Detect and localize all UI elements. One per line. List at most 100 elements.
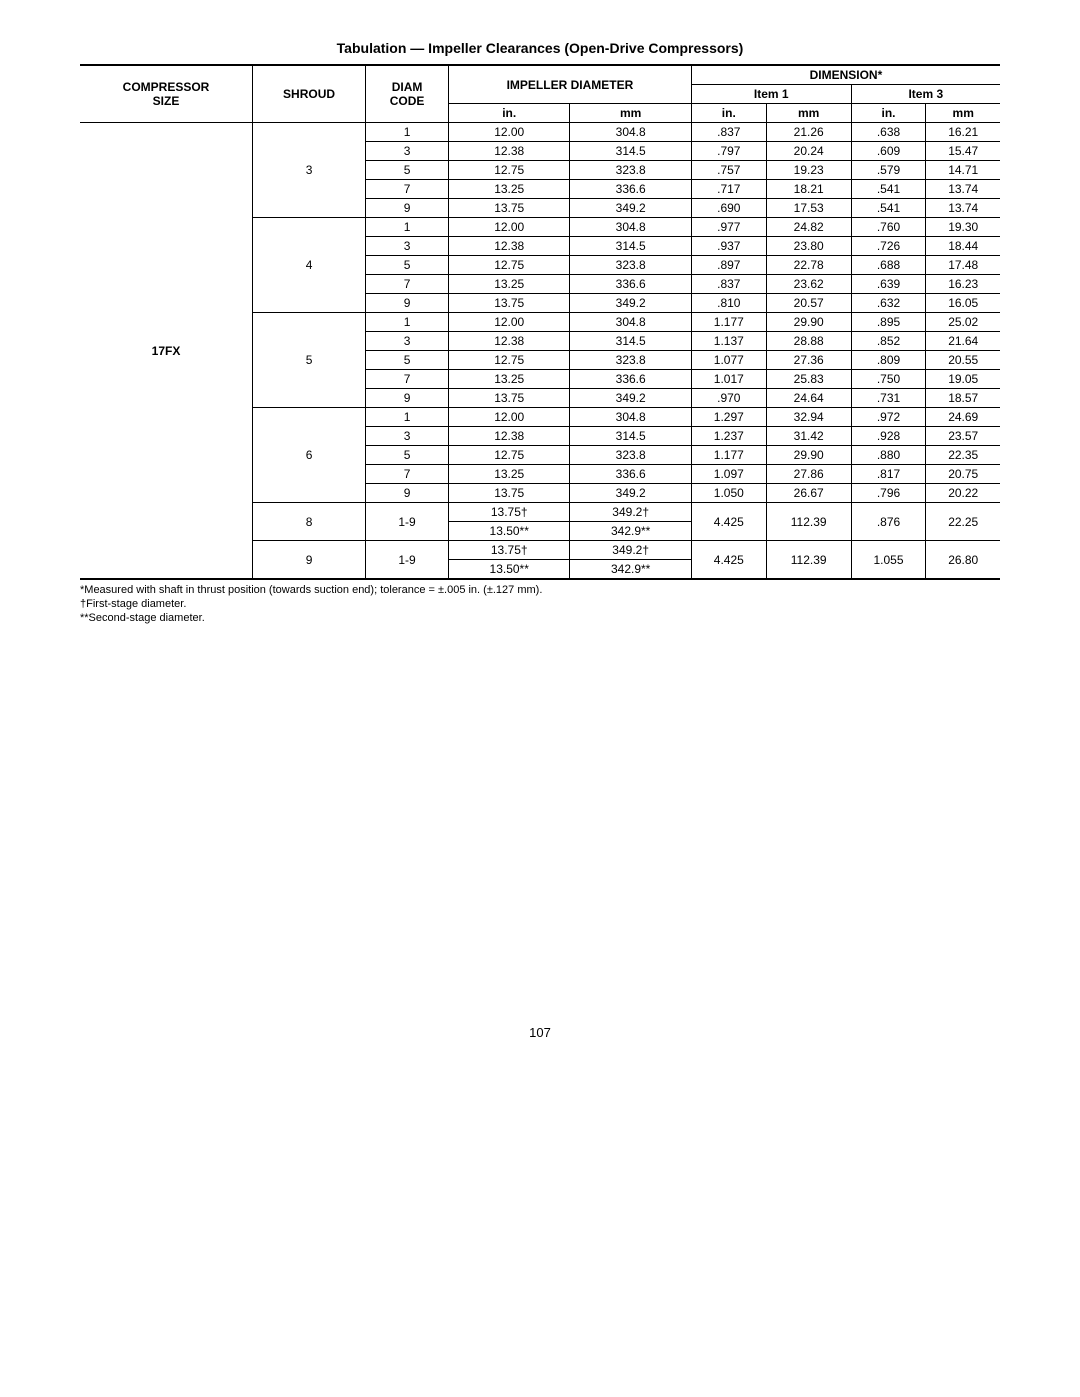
- data-cell: 29.90: [766, 446, 851, 465]
- data-cell: .760: [851, 218, 926, 237]
- data-cell: 314.5: [570, 427, 691, 446]
- col-in: in.: [851, 104, 926, 123]
- data-cell: 12.75: [448, 161, 569, 180]
- data-cell: 25.02: [926, 313, 1000, 332]
- data-cell: 20.57: [766, 294, 851, 313]
- data-cell: 314.5: [570, 332, 691, 351]
- data-cell: 314.5: [570, 142, 691, 161]
- data-cell: 1: [366, 408, 449, 427]
- data-cell: .632: [851, 294, 926, 313]
- col-in: in.: [691, 104, 766, 123]
- data-cell: 13.50**: [448, 560, 569, 580]
- data-cell: .937: [691, 237, 766, 256]
- data-cell: 1.177: [691, 446, 766, 465]
- data-cell: .579: [851, 161, 926, 180]
- data-cell: 22.78: [766, 256, 851, 275]
- data-cell: 3: [366, 237, 449, 256]
- data-cell: 323.8: [570, 256, 691, 275]
- shroud-cell: 6: [253, 408, 366, 503]
- data-cell: 336.6: [570, 370, 691, 389]
- data-cell: 23.57: [926, 427, 1000, 446]
- data-cell: 20.75: [926, 465, 1000, 484]
- data-cell: .797: [691, 142, 766, 161]
- data-cell: 9: [366, 389, 449, 408]
- data-cell: 28.88: [766, 332, 851, 351]
- data-cell: 349.2†: [570, 541, 691, 560]
- shroud-cell: 4: [253, 218, 366, 313]
- data-cell: 13.75†: [448, 541, 569, 560]
- data-cell: 1.055: [851, 541, 926, 580]
- data-cell: 112.39: [766, 541, 851, 580]
- data-cell: .796: [851, 484, 926, 503]
- data-cell: .541: [851, 180, 926, 199]
- data-cell: .750: [851, 370, 926, 389]
- footnote-b: †First-stage diameter.: [80, 598, 1000, 612]
- col-mm: mm: [766, 104, 851, 123]
- data-cell: 16.05: [926, 294, 1000, 313]
- data-cell: .690: [691, 199, 766, 218]
- data-cell: .809: [851, 351, 926, 370]
- data-cell: 4.425: [691, 541, 766, 580]
- data-cell: 17.53: [766, 199, 851, 218]
- data-cell: .876: [851, 503, 926, 541]
- data-cell: 12.00: [448, 408, 569, 427]
- data-cell: 5: [366, 351, 449, 370]
- data-cell: 20.24: [766, 142, 851, 161]
- col-compressor-size: COMPRESSOR SIZE: [80, 65, 253, 123]
- clearance-table: COMPRESSOR SIZE SHROUD DIAM CODE IMPELLE…: [80, 64, 1000, 580]
- data-cell: 7: [366, 180, 449, 199]
- data-cell: 7: [366, 275, 449, 294]
- data-cell: .639: [851, 275, 926, 294]
- data-cell: 323.8: [570, 161, 691, 180]
- data-cell: 9: [366, 294, 449, 313]
- data-cell: 349.2: [570, 484, 691, 503]
- data-cell: 1.017: [691, 370, 766, 389]
- data-cell: 18.21: [766, 180, 851, 199]
- data-cell: 5: [366, 161, 449, 180]
- data-cell: 304.8: [570, 218, 691, 237]
- data-cell: 1: [366, 123, 449, 142]
- col-item3: Item 3: [851, 85, 1000, 104]
- data-cell: 13.75: [448, 389, 569, 408]
- data-cell: 1.097: [691, 465, 766, 484]
- data-cell: .717: [691, 180, 766, 199]
- data-cell: 323.8: [570, 351, 691, 370]
- footnotes: *Measured with shaft in thrust position …: [80, 584, 1000, 625]
- data-cell: 13.75: [448, 294, 569, 313]
- data-cell: 24.69: [926, 408, 1000, 427]
- data-cell: 27.86: [766, 465, 851, 484]
- table-title: Tabulation — Impeller Clearances (Open-D…: [80, 40, 1000, 56]
- data-cell: 349.2: [570, 389, 691, 408]
- data-cell: 5: [366, 256, 449, 275]
- shroud-cell: 3: [253, 123, 366, 218]
- data-cell: 12.00: [448, 123, 569, 142]
- diam-code-cell: 1-9: [366, 503, 449, 541]
- data-cell: .852: [851, 332, 926, 351]
- data-cell: 1.177: [691, 313, 766, 332]
- col-item1: Item 1: [691, 85, 851, 104]
- footnote-c: **Second-stage diameter.: [80, 612, 1000, 626]
- col-impeller-diameter: IMPELLER DIAMETER: [448, 65, 691, 104]
- data-cell: 349.2†: [570, 503, 691, 522]
- data-cell: 349.2: [570, 199, 691, 218]
- data-cell: 4.425: [691, 503, 766, 541]
- data-cell: 1.237: [691, 427, 766, 446]
- data-cell: 314.5: [570, 237, 691, 256]
- data-cell: .837: [691, 123, 766, 142]
- data-cell: .897: [691, 256, 766, 275]
- data-cell: 5: [366, 446, 449, 465]
- data-cell: .970: [691, 389, 766, 408]
- data-cell: 323.8: [570, 446, 691, 465]
- data-cell: .688: [851, 256, 926, 275]
- data-cell: 342.9**: [570, 560, 691, 580]
- data-cell: 32.94: [766, 408, 851, 427]
- data-cell: 12.00: [448, 218, 569, 237]
- data-cell: .638: [851, 123, 926, 142]
- data-cell: .731: [851, 389, 926, 408]
- data-cell: .837: [691, 275, 766, 294]
- data-cell: 112.39: [766, 503, 851, 541]
- compressor-size-cell: 17FX: [80, 123, 253, 580]
- data-cell: 22.35: [926, 446, 1000, 465]
- col-mm: mm: [926, 104, 1000, 123]
- col-shroud: SHROUD: [253, 65, 366, 123]
